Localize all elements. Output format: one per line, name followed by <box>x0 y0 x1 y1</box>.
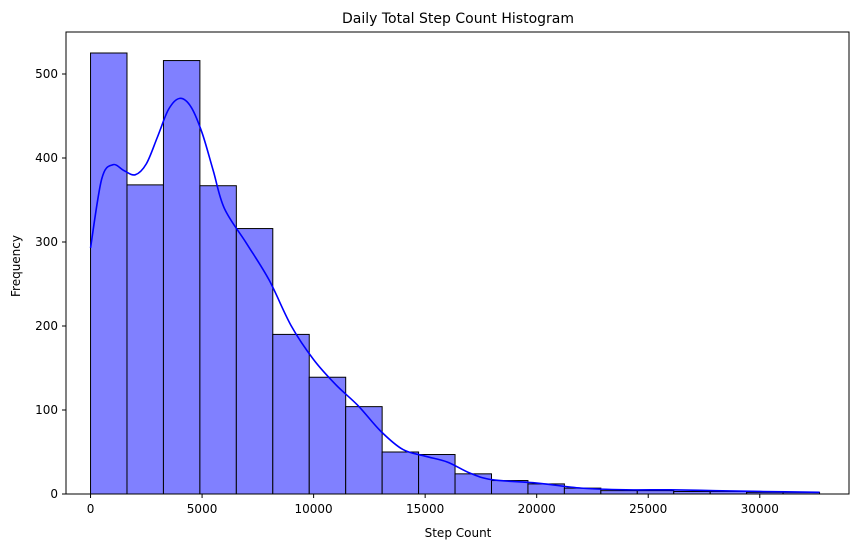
y-tick-label: 300 <box>35 235 58 249</box>
y-tick-label: 100 <box>35 403 58 417</box>
histogram-bar <box>381 451 420 495</box>
y-tick-label: 0 <box>50 487 58 501</box>
histogram-bar <box>418 454 456 495</box>
x-tick-label: 15000 <box>406 502 444 516</box>
y-axis-label: Frequency <box>9 235 23 297</box>
histogram-bar <box>454 473 492 495</box>
y-tick-label: 400 <box>35 151 58 165</box>
histogram-bar <box>162 60 201 495</box>
x-tick-label: 25000 <box>629 502 667 516</box>
histogram-bar <box>199 185 237 495</box>
histogram-bar <box>235 228 274 495</box>
x-axis-label: Step Count <box>425 526 492 540</box>
x-tick-label: 20000 <box>518 502 556 516</box>
histogram-bar <box>600 490 638 495</box>
chart-title: Daily Total Step Count Histogram <box>342 11 574 27</box>
kde-line <box>89 97 820 494</box>
plot-frame <box>65 31 850 495</box>
x-axis: 0 5000 10000 15000 20000 25000 30000 <box>87 494 779 516</box>
x-tick-label: 30000 <box>741 502 779 516</box>
histogram-bar <box>636 490 675 495</box>
histogram-bar <box>308 376 347 495</box>
x-tick-label: 0 <box>87 502 95 516</box>
y-tick-label: 500 <box>35 67 58 81</box>
bars-group <box>90 52 821 495</box>
y-tick-label: 200 <box>35 319 58 333</box>
histogram-bar <box>126 184 164 495</box>
histogram-bar <box>272 333 310 495</box>
histogram-bar <box>345 406 383 495</box>
y-axis: 0 100 200 300 400 500 <box>35 67 66 501</box>
x-tick-label: 10000 <box>295 502 333 516</box>
histogram-bar <box>90 52 128 495</box>
x-tick-label: 5000 <box>187 502 218 516</box>
